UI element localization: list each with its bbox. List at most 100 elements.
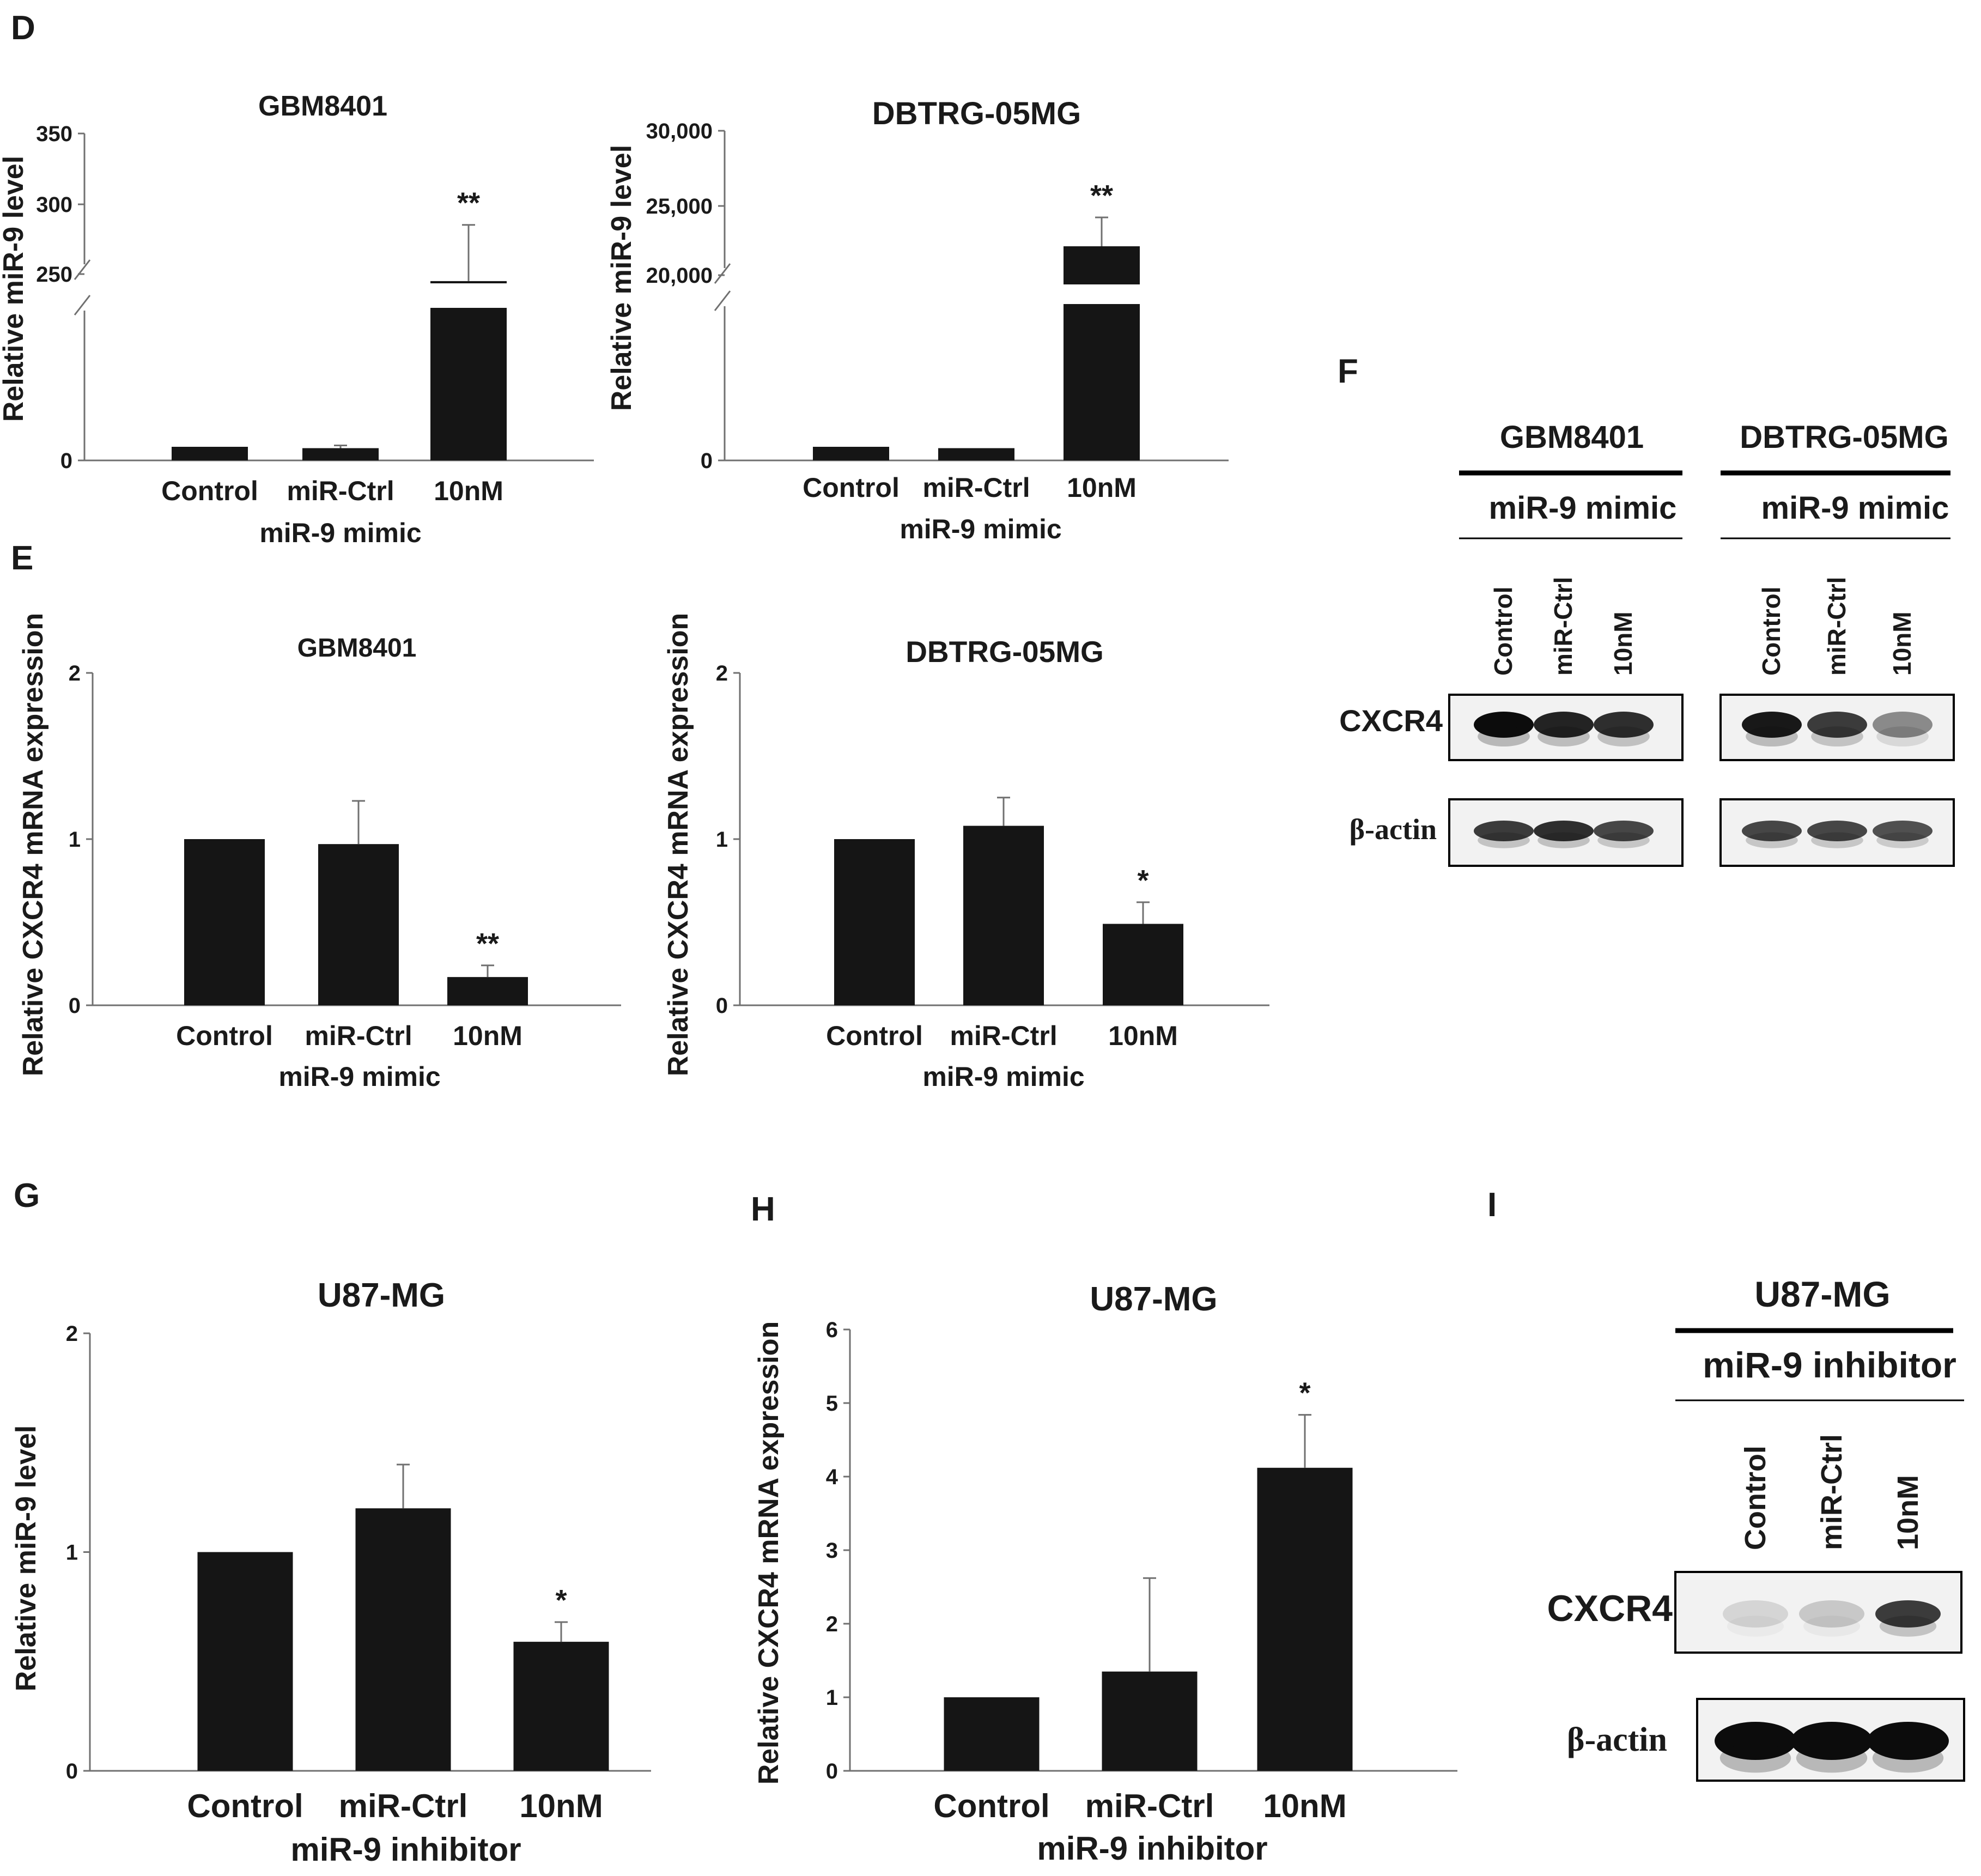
blot-row-label: CXCR4 bbox=[1547, 1588, 1673, 1629]
chart-title: DBTRG-05MG bbox=[906, 635, 1104, 669]
x-tick-label: miR-Ctrl bbox=[339, 1788, 468, 1824]
bar bbox=[430, 281, 507, 460]
y-tick-label: 25,000 bbox=[646, 195, 713, 218]
blot-group-2: DBTRG-05MG miR-9 mimic Control miR-Ctrl 10nM bbox=[1719, 420, 1955, 867]
x-tick-label: 10nM bbox=[519, 1788, 603, 1824]
x-tick-label: Control bbox=[161, 476, 258, 506]
bar bbox=[184, 839, 265, 1005]
y-tick-label: 5 bbox=[826, 1392, 838, 1416]
bar bbox=[318, 844, 399, 1005]
x-tick-label: miR-Ctrl bbox=[922, 472, 1030, 503]
y-tick-label: 30,000 bbox=[646, 119, 713, 143]
blot-band bbox=[1534, 821, 1594, 841]
y-tick-label: 0 bbox=[701, 449, 713, 473]
x-group-label: miR-9 mimic bbox=[900, 514, 1061, 544]
x-tick-label: 10nM bbox=[434, 476, 503, 506]
significance-marker: * bbox=[1137, 864, 1149, 897]
y-tick-label: 0 bbox=[716, 994, 728, 1018]
blot-band-smear bbox=[1811, 726, 1863, 747]
y-tick-label: 0 bbox=[826, 1759, 838, 1783]
y-tick-label: 20,000 bbox=[646, 264, 713, 288]
bar bbox=[944, 1697, 1040, 1771]
significance-marker: ** bbox=[1090, 179, 1113, 212]
x-tick-label: Control bbox=[826, 1021, 923, 1051]
x-tick-label: Control bbox=[187, 1788, 303, 1824]
x-tick-label: miR-Ctrl bbox=[287, 476, 394, 506]
blot-lane-label: Control bbox=[1489, 586, 1517, 676]
x-tick-label: 10nM bbox=[453, 1021, 522, 1051]
panel-label-h: H bbox=[751, 1191, 775, 1228]
x-group-label: miR-9 inhibitor bbox=[290, 1831, 521, 1868]
y-axis-label: Relative miR-9 level bbox=[10, 1425, 42, 1691]
blot-treatment: miR-9 mimic bbox=[1489, 490, 1677, 526]
blot-lane-label: miR-Ctrl bbox=[1822, 577, 1851, 676]
chart-title: U87-MG bbox=[1090, 1280, 1217, 1318]
blot-band-smear bbox=[1727, 1616, 1784, 1636]
blot-band bbox=[1867, 1722, 1949, 1760]
blot-cell-line: DBTRG-05MG bbox=[1740, 420, 1948, 455]
bar bbox=[302, 448, 379, 460]
blot-band-smear bbox=[1796, 1743, 1868, 1773]
blot-lane-label: 10nM bbox=[1892, 1475, 1924, 1550]
blot-band-smear bbox=[1746, 832, 1798, 848]
blot-band bbox=[1723, 1600, 1788, 1628]
x-tick-label: miR-Ctrl bbox=[305, 1021, 412, 1051]
blot-band bbox=[1594, 712, 1654, 738]
x-tick-label: miR-Ctrl bbox=[1085, 1788, 1214, 1824]
blot-band-smear bbox=[1876, 832, 1929, 848]
chart-title: GBM8401 bbox=[297, 634, 417, 663]
x-tick-label: Control bbox=[176, 1021, 273, 1051]
y-tick-label: 250 bbox=[36, 263, 72, 287]
blot-band-smear bbox=[1597, 726, 1650, 747]
y-tick-label: 0 bbox=[66, 1759, 78, 1783]
blot-band-smear bbox=[1478, 726, 1530, 747]
blot-lane-label: Control bbox=[1757, 586, 1785, 676]
blot-band-smear bbox=[1811, 832, 1863, 848]
y-tick-label: 2 bbox=[826, 1612, 838, 1636]
y-tick-label: 300 bbox=[36, 193, 72, 217]
panel-label-e: E bbox=[11, 539, 33, 577]
blot-band bbox=[1474, 821, 1534, 841]
blot-band-smear bbox=[1597, 832, 1650, 848]
significance-marker: ** bbox=[457, 187, 480, 220]
blot-band bbox=[1534, 712, 1594, 738]
blot-band-smear bbox=[1478, 832, 1530, 848]
panel-label-i: I bbox=[1487, 1186, 1497, 1224]
blot-row-label: β-actin bbox=[1567, 1721, 1667, 1758]
bar bbox=[963, 825, 1044, 1005]
bar bbox=[1257, 1467, 1353, 1771]
blot-lane-label: Control bbox=[1739, 1446, 1772, 1550]
chart-title: U87-MG bbox=[318, 1277, 445, 1314]
blot-band bbox=[1873, 712, 1933, 738]
bar bbox=[1103, 924, 1183, 1005]
axis-break-mark bbox=[714, 263, 731, 284]
significance-marker: * bbox=[555, 1584, 567, 1617]
bar bbox=[813, 447, 889, 460]
bar bbox=[1064, 246, 1140, 460]
bar bbox=[938, 448, 1014, 460]
significance-marker: * bbox=[1299, 1377, 1310, 1410]
x-group-label: miR-9 mimic bbox=[278, 1061, 440, 1092]
blot-band bbox=[1474, 712, 1534, 738]
bar bbox=[355, 1508, 451, 1771]
chart-h: U87-MG Relative CXCR4 mRNA expression 0 1 2 3… bbox=[753, 1280, 1457, 1867]
bar bbox=[197, 1552, 293, 1771]
y-tick-label: 2 bbox=[716, 661, 728, 685]
y-tick-label: 2 bbox=[69, 661, 81, 685]
blot-band-smear bbox=[1879, 1616, 1937, 1637]
bar-break-gap bbox=[428, 283, 509, 308]
x-group-label: miR-9 mimic bbox=[922, 1061, 1084, 1092]
chart-e2: DBTRG-05MG Relative CXCR4 mRNA expression… bbox=[663, 613, 1269, 1092]
y-tick-label: 3 bbox=[826, 1539, 838, 1563]
panel-label-d: D bbox=[11, 9, 35, 47]
blot-group-1: GBM8401 miR-9 mimic Control miR-Ctrl 10nM bbox=[1448, 420, 1684, 867]
chart-d2: DBTRG-05MG Relative miR-9 level 0 20,000 25,… bbox=[606, 96, 1229, 544]
chart-d1: GBM8401 Relative miR-9 level 0 250 300 350 Con… bbox=[0, 90, 594, 548]
bar bbox=[447, 977, 528, 1005]
blot-treatment: miR-9 inhibitor bbox=[1703, 1345, 1956, 1385]
axis-break-mark bbox=[74, 295, 91, 315]
chart-g: U87-MG Relative miR-9 level 0 1 2 Control miR-… bbox=[10, 1277, 651, 1868]
blot-panel-i: U87-MG miR-9 inhibitor Control miR-Ctrl 10nM… bbox=[1547, 1274, 1965, 1782]
